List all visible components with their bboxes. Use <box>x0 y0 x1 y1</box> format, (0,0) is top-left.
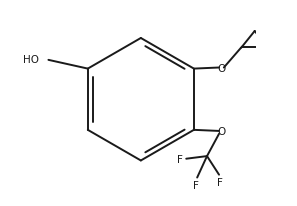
Text: O: O <box>218 63 226 73</box>
Text: F: F <box>217 177 223 187</box>
Text: HO: HO <box>23 55 39 64</box>
Text: F: F <box>193 180 199 190</box>
Text: F: F <box>177 154 183 164</box>
Text: O: O <box>217 126 226 136</box>
